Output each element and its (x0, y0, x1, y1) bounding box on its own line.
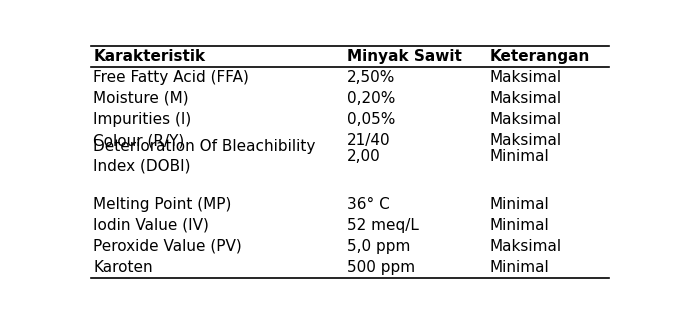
Text: 21/40: 21/40 (347, 133, 391, 148)
Text: Minimal: Minimal (490, 218, 549, 233)
Text: Maksimal: Maksimal (490, 91, 562, 106)
Text: Free Fatty Acid (FFA): Free Fatty Acid (FFA) (93, 70, 249, 85)
Text: Keterangan: Keterangan (490, 49, 590, 64)
Text: Minimal: Minimal (490, 197, 549, 211)
Text: 2,50%: 2,50% (347, 70, 396, 85)
Text: Moisture (M): Moisture (M) (93, 91, 189, 106)
Text: Impurities (I): Impurities (I) (93, 112, 192, 127)
Text: Maksimal: Maksimal (490, 239, 562, 254)
Text: Karoten: Karoten (93, 260, 153, 275)
Text: 0,05%: 0,05% (347, 112, 396, 127)
Text: Minyak Sawit: Minyak Sawit (347, 49, 462, 64)
Text: Maksimal: Maksimal (490, 70, 562, 85)
Text: Iodin Value (IV): Iodin Value (IV) (93, 218, 209, 233)
Text: Colour (R/Y): Colour (R/Y) (93, 133, 184, 148)
Text: 0,20%: 0,20% (347, 91, 396, 106)
Text: 2,00: 2,00 (347, 149, 381, 164)
Text: Maksimal: Maksimal (490, 112, 562, 127)
Text: Minimal: Minimal (490, 149, 549, 164)
Text: 5,0 ppm: 5,0 ppm (347, 239, 411, 254)
Text: 36° C: 36° C (347, 197, 389, 211)
Text: Peroxide Value (PV): Peroxide Value (PV) (93, 239, 242, 254)
Text: Melting Point (MP): Melting Point (MP) (93, 197, 232, 211)
Text: Minimal: Minimal (490, 260, 549, 275)
Text: Deterioration Of Bleachibility
Index (DOBI): Deterioration Of Bleachibility Index (DO… (93, 139, 316, 174)
Text: 52 meq/L: 52 meq/L (347, 218, 419, 233)
Text: Karakteristik: Karakteristik (93, 49, 205, 64)
Text: 500 ppm: 500 ppm (347, 260, 415, 275)
Text: Maksimal: Maksimal (490, 133, 562, 148)
